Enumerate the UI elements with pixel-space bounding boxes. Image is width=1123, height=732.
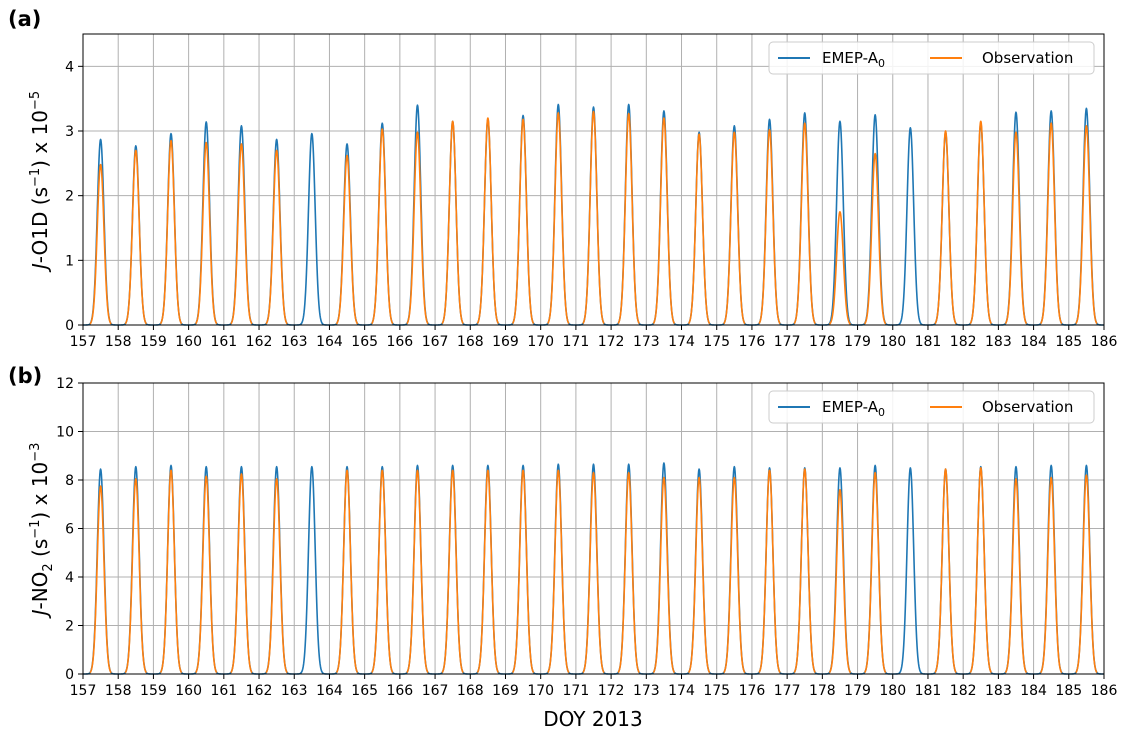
x-tick-label: 161 [210, 683, 237, 699]
x-tick-label: 163 [281, 683, 308, 699]
x-tick-label: 176 [739, 683, 766, 699]
x-tick-label: 176 [739, 334, 766, 350]
x-tick-label: 184 [1020, 683, 1047, 699]
legend-b: EMEP-A0 Observation [768, 390, 1095, 424]
x-tick-label: 162 [246, 334, 273, 350]
y-ticks-a: 0 1 2 3 4 [65, 59, 83, 334]
x-tick-label: 173 [633, 334, 660, 350]
y-tick-label: 6 [65, 522, 74, 538]
x-tick-label: 172 [598, 683, 625, 699]
x-tick-label: 179 [844, 334, 871, 350]
series-line-emep [82, 103, 1105, 326]
y-axis-label-b: J-NO2 (s−1) x 10−3 [28, 443, 56, 620]
legend-label-emep-a: EMEP-A0 [822, 49, 885, 70]
x-tick-label: 160 [175, 334, 202, 350]
x-tick-label: 183 [985, 683, 1012, 699]
x-tick-label: 164 [316, 683, 343, 699]
panel-label-a: (a) [8, 7, 41, 31]
x-tick-label: 181 [915, 683, 942, 699]
x-tick-label: 180 [879, 683, 906, 699]
x-tick-label: 158 [105, 683, 132, 699]
x-tick-label: 177 [774, 683, 801, 699]
legend-label-observation-b: Observation [982, 398, 1073, 416]
x-tick-label: 167 [422, 683, 449, 699]
x-tick-label: 185 [1055, 334, 1082, 350]
x-tick-label: 179 [844, 683, 871, 699]
x-tick-label: 168 [457, 683, 484, 699]
x-tick-label: 178 [809, 334, 836, 350]
x-tick-label: 160 [175, 683, 202, 699]
y-tick-label: 0 [65, 318, 74, 334]
series-lines-a [82, 103, 1105, 326]
legend-label-emep-b: EMEP-A0 [822, 398, 885, 419]
x-axis-label: DOY 2013 [543, 707, 643, 731]
y-tick-label: 2 [65, 189, 74, 205]
x-tick-label: 164 [316, 334, 343, 350]
legend-a: EMEP-A0 Observation [768, 41, 1095, 75]
x-tick-label: 163 [281, 334, 308, 350]
x-tick-label: 181 [915, 334, 942, 350]
x-tick-label: 182 [950, 683, 977, 699]
x-tick-label: 165 [351, 683, 378, 699]
y-tick-label: 4 [65, 59, 74, 75]
x-tick-label: 159 [140, 334, 167, 350]
series-line-observation [89, 467, 1098, 674]
x-tick-label: 169 [492, 334, 519, 350]
x-tick-label: 171 [563, 334, 590, 350]
y-tick-label: 3 [65, 124, 74, 140]
x-tick-label: 186 [1091, 334, 1118, 350]
x-tick-label: 157 [70, 334, 97, 350]
y-ticks-b: 0 2 4 6 8 10 12 [56, 376, 83, 683]
panel-b: (b) 157 158 159 160 161 162 163 164 165 166 167 168… [8, 364, 1117, 699]
y-tick-label: 1 [65, 253, 74, 269]
x-tick-label: 157 [70, 683, 97, 699]
x-tick-label: 173 [633, 683, 660, 699]
x-tick-label: 186 [1091, 683, 1118, 699]
y-tick-label: 4 [65, 570, 74, 586]
legend-label-observation-a: Observation [982, 49, 1073, 67]
x-tick-label: 162 [246, 683, 273, 699]
axes-frame-a [82, 33, 1105, 326]
x-tick-label: 174 [668, 334, 695, 350]
x-tick-label: 182 [950, 334, 977, 350]
x-tick-label: 161 [210, 334, 237, 350]
x-tick-label: 169 [492, 683, 519, 699]
x-tick-label: 177 [774, 334, 801, 350]
x-ticks-a: 157 158 159 160 161 162 163 164 165 166 167 168 169 1… [70, 325, 1118, 350]
x-tick-label: 175 [703, 683, 730, 699]
y-tick-label: 12 [56, 376, 74, 392]
y-tick-label: 2 [65, 619, 74, 635]
series-lines-b [82, 462, 1105, 675]
x-tick-label: 175 [703, 334, 730, 350]
y-tick-label: 10 [56, 425, 74, 441]
x-ticks-b: 157 158 159 160 161 162 163 164 165 166 167 168 169 1… [70, 674, 1118, 699]
x-tick-label: 185 [1055, 683, 1082, 699]
x-tick-label: 170 [527, 683, 554, 699]
x-tick-label: 174 [668, 683, 695, 699]
x-tick-label: 183 [985, 334, 1012, 350]
x-tick-label: 170 [527, 334, 554, 350]
x-tick-label: 158 [105, 334, 132, 350]
series-line-emep [82, 462, 1105, 675]
panel-a: (a) 157 158 159 160 161 162 163 164 165 166 167 168… [8, 7, 1117, 350]
y-tick-label: 0 [65, 667, 74, 683]
x-tick-label: 171 [563, 683, 590, 699]
x-tick-label: 159 [140, 683, 167, 699]
x-tick-label: 166 [386, 683, 413, 699]
x-tick-label: 184 [1020, 334, 1047, 350]
y-tick-label: 8 [65, 473, 74, 489]
x-tick-label: 166 [386, 334, 413, 350]
x-tick-label: 172 [598, 334, 625, 350]
series-line-observation [89, 110, 1098, 325]
panel-label-b: (b) [8, 364, 42, 388]
x-tick-label: 167 [422, 334, 449, 350]
x-tick-label: 165 [351, 334, 378, 350]
x-tick-label: 168 [457, 334, 484, 350]
x-tick-label: 180 [879, 334, 906, 350]
x-tick-label: 178 [809, 683, 836, 699]
y-axis-label-a: J-O1D (s−1) x 10−5 [28, 91, 52, 273]
